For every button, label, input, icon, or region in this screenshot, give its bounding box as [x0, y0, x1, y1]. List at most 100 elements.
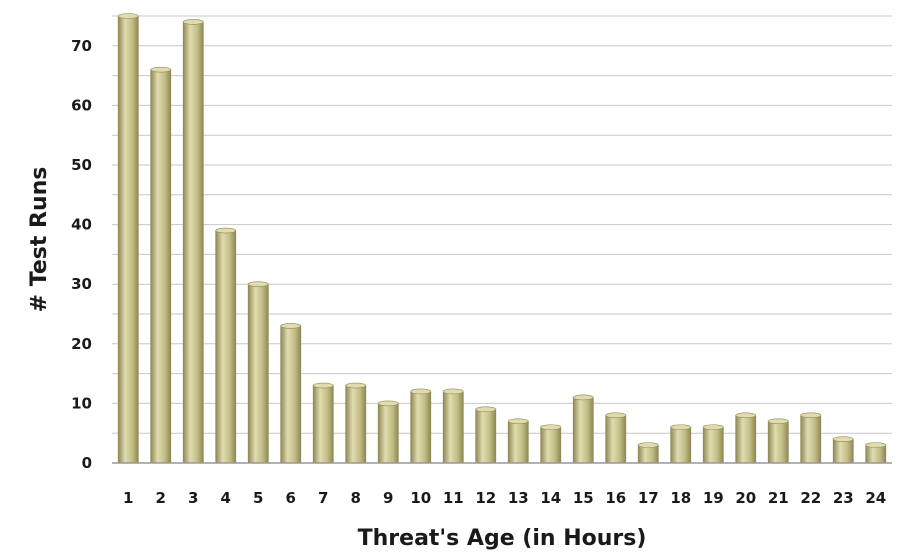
bar-cap	[507, 418, 529, 425]
y-tick-label: 30	[71, 275, 92, 293]
x-tick-label: 11	[443, 489, 464, 507]
bar-cap	[605, 412, 627, 419]
bar-cap	[832, 436, 854, 442]
bar-cap	[670, 424, 692, 431]
bar-8	[345, 382, 367, 464]
x-tick-label: 24	[865, 489, 886, 507]
bar-body	[442, 391, 464, 464]
bar-4	[215, 227, 237, 464]
bar-body	[767, 420, 789, 464]
bar-7	[312, 382, 334, 464]
bar-body	[475, 408, 497, 464]
bar-body	[735, 414, 757, 464]
bar-body	[800, 414, 822, 464]
bar-body	[377, 402, 399, 464]
bar-cap	[767, 418, 789, 425]
x-tick-label: 21	[768, 489, 789, 507]
bar-cap	[345, 382, 367, 389]
x-tick-label: 14	[540, 489, 561, 507]
bar-body	[345, 385, 367, 464]
bar-24	[865, 442, 887, 464]
y-tick-label: 50	[71, 156, 92, 174]
bar-2	[150, 66, 172, 464]
bar-23	[832, 436, 854, 464]
bar-cap	[865, 442, 887, 448]
bars	[117, 13, 887, 464]
x-tick-label: 18	[670, 489, 691, 507]
bar-1	[117, 13, 139, 464]
gridlines	[112, 15, 892, 434]
bar-body	[182, 21, 204, 464]
bar-body	[540, 426, 562, 464]
bar-14	[540, 424, 562, 464]
bar-21	[767, 418, 789, 464]
x-tick-label: 1	[123, 489, 133, 507]
bar-cap	[410, 388, 432, 395]
bar-cap	[215, 227, 237, 234]
bar-cap	[150, 66, 172, 73]
bar-6	[280, 323, 302, 464]
bar-body	[670, 426, 692, 464]
bar-13	[507, 418, 529, 464]
bar-18	[670, 424, 692, 464]
bar-body	[832, 438, 854, 464]
bar-16	[605, 412, 627, 464]
bar-cap	[247, 281, 269, 288]
bar-body	[215, 230, 237, 464]
x-tick-label: 3	[188, 489, 198, 507]
x-tick-label: 17	[638, 489, 659, 507]
bar-cap	[280, 323, 302, 329]
bar-body	[605, 414, 627, 464]
x-tick-label: 5	[253, 489, 263, 507]
bar-cap	[702, 424, 724, 431]
bar-cap	[572, 394, 594, 401]
bar-20	[735, 412, 757, 464]
y-tick-labels: 0 10 20 30 40 50 60 70	[71, 37, 92, 472]
bar-9	[377, 400, 399, 464]
bar-body	[507, 420, 529, 464]
x-tick-label: 12	[475, 489, 496, 507]
bar-body	[247, 283, 269, 464]
bar-cap	[182, 19, 204, 25]
bar-body	[117, 15, 139, 464]
x-tick-label: 22	[800, 489, 821, 507]
bar-body	[150, 69, 172, 464]
bar-10	[410, 388, 432, 464]
bar-15	[572, 394, 594, 464]
x-tick-label: 16	[605, 489, 626, 507]
y-axis-title: # Test Runs	[27, 167, 52, 313]
y-tick-label: 60	[71, 96, 92, 114]
bar-22	[800, 412, 822, 464]
bar-cap	[800, 412, 822, 419]
x-tick-label: 13	[508, 489, 529, 507]
x-tick-label: 20	[735, 489, 756, 507]
bar-cap	[312, 382, 334, 389]
bar-cap	[735, 412, 757, 419]
bar-cap	[637, 442, 659, 448]
y-tick-label: 10	[71, 394, 92, 412]
bar-cap	[117, 13, 139, 19]
bar-cap	[442, 388, 464, 395]
bar-body	[702, 426, 724, 464]
bar-cap	[540, 424, 562, 431]
bar-19	[702, 424, 724, 464]
x-tick-label: 6	[286, 489, 296, 507]
bar-3	[182, 19, 204, 464]
y-tick-label: 0	[82, 454, 92, 472]
y-tick-label: 40	[71, 216, 92, 234]
bar-body	[410, 391, 432, 464]
bar-17	[637, 442, 659, 464]
x-tick-label: 2	[156, 489, 166, 507]
x-tick-label: 7	[318, 489, 328, 507]
x-tick-label: 19	[703, 489, 724, 507]
bar-body	[280, 325, 302, 464]
x-axis-title: Threat's Age (in Hours)	[358, 526, 647, 551]
bar-5	[247, 281, 269, 464]
x-tick-labels: 1 2 3 4 5 6 7 8 9 10 11 12 13 14 15 16 17 18 19 20 21 22 23 24	[123, 489, 886, 507]
bar-cap	[475, 406, 497, 413]
y-tick-label: 70	[71, 37, 92, 55]
y-tick-label: 20	[71, 335, 92, 353]
bar-cap	[377, 400, 399, 407]
